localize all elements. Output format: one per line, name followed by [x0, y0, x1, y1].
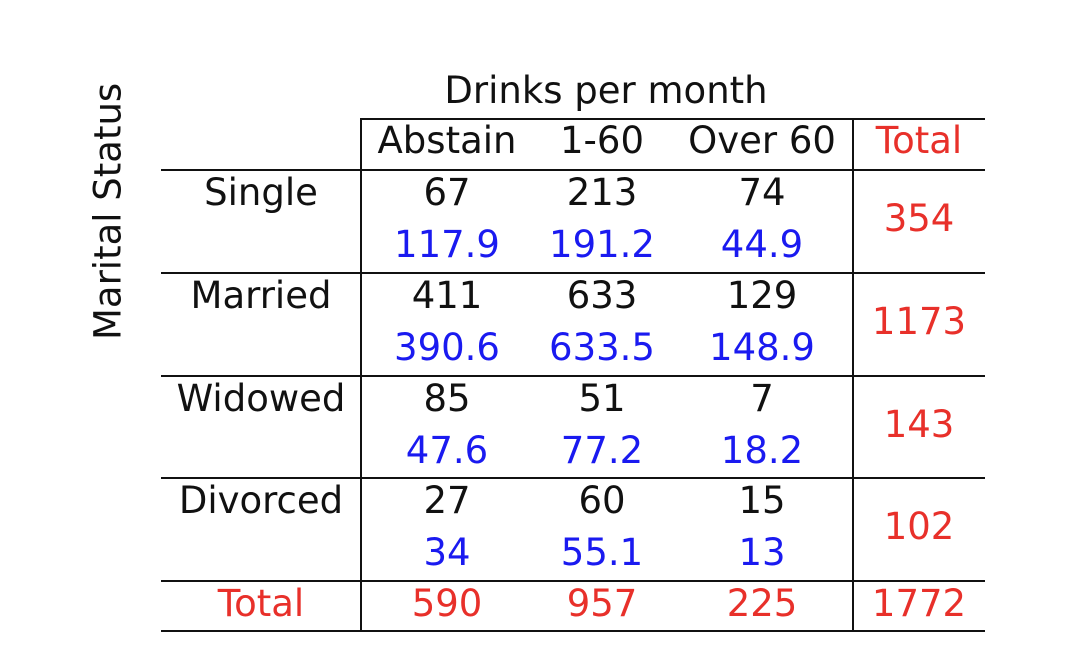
expected-cell: 44.9 — [720, 223, 804, 266]
expected-cell: 55.1 — [560, 531, 644, 574]
expected-cell: 77.2 — [560, 429, 644, 472]
column-total: 957 — [566, 582, 638, 625]
observed-cell: 60 — [578, 479, 626, 522]
row-total: 1173 — [871, 300, 967, 343]
observed-cell: 633 — [566, 274, 638, 317]
observed-cell: 27 — [423, 479, 471, 522]
expected-cell: 390.6 — [394, 326, 500, 369]
row-total: 354 — [883, 197, 955, 240]
column-header-total: Total — [875, 119, 963, 162]
grand-total: 1772 — [871, 582, 967, 625]
column-divider — [360, 118, 362, 632]
row-rule — [161, 477, 985, 479]
expected-cell: 117.9 — [394, 223, 500, 266]
expected-cell: 34 — [423, 531, 471, 574]
observed-cell: 7 — [750, 377, 774, 420]
header-rule — [361, 118, 985, 120]
expected-cell: 13 — [738, 531, 786, 574]
column-total: 590 — [411, 582, 483, 625]
expected-cell: 633.5 — [549, 326, 655, 369]
column-divider — [852, 118, 854, 632]
expected-cell: 18.2 — [720, 429, 804, 472]
observed-cell: 129 — [726, 274, 798, 317]
row-rule — [161, 272, 985, 274]
column-group-label: Drinks per month — [444, 69, 768, 112]
row-label-divorced: Divorced — [178, 479, 344, 522]
row-total: 143 — [883, 403, 955, 446]
column-header-abstain: Abstain — [377, 119, 517, 162]
observed-cell: 15 — [738, 479, 786, 522]
row-total: 102 — [883, 505, 955, 548]
row-rule — [161, 375, 985, 377]
row-rule — [161, 580, 985, 582]
observed-cell: 51 — [578, 377, 626, 420]
expected-cell: 148.9 — [709, 326, 815, 369]
bottom-rule — [161, 630, 985, 632]
observed-cell: 411 — [411, 274, 483, 317]
row-label-married: Married — [190, 274, 332, 317]
row-group-label: Marital Status — [86, 82, 130, 340]
observed-cell: 74 — [738, 171, 786, 214]
expected-cell: 47.6 — [405, 429, 489, 472]
row-label-total: Total — [217, 582, 305, 625]
column-header-1-60: 1-60 — [560, 119, 644, 162]
column-header-over-60: Over 60 — [688, 119, 836, 162]
observed-cell: 213 — [566, 171, 638, 214]
row-label-single: Single — [204, 171, 318, 214]
column-total: 225 — [726, 582, 798, 625]
expected-cell: 191.2 — [549, 223, 655, 266]
observed-cell: 67 — [423, 171, 471, 214]
row-rule — [161, 169, 985, 171]
row-label-widowed: Widowed — [176, 377, 346, 420]
observed-cell: 85 — [423, 377, 471, 420]
